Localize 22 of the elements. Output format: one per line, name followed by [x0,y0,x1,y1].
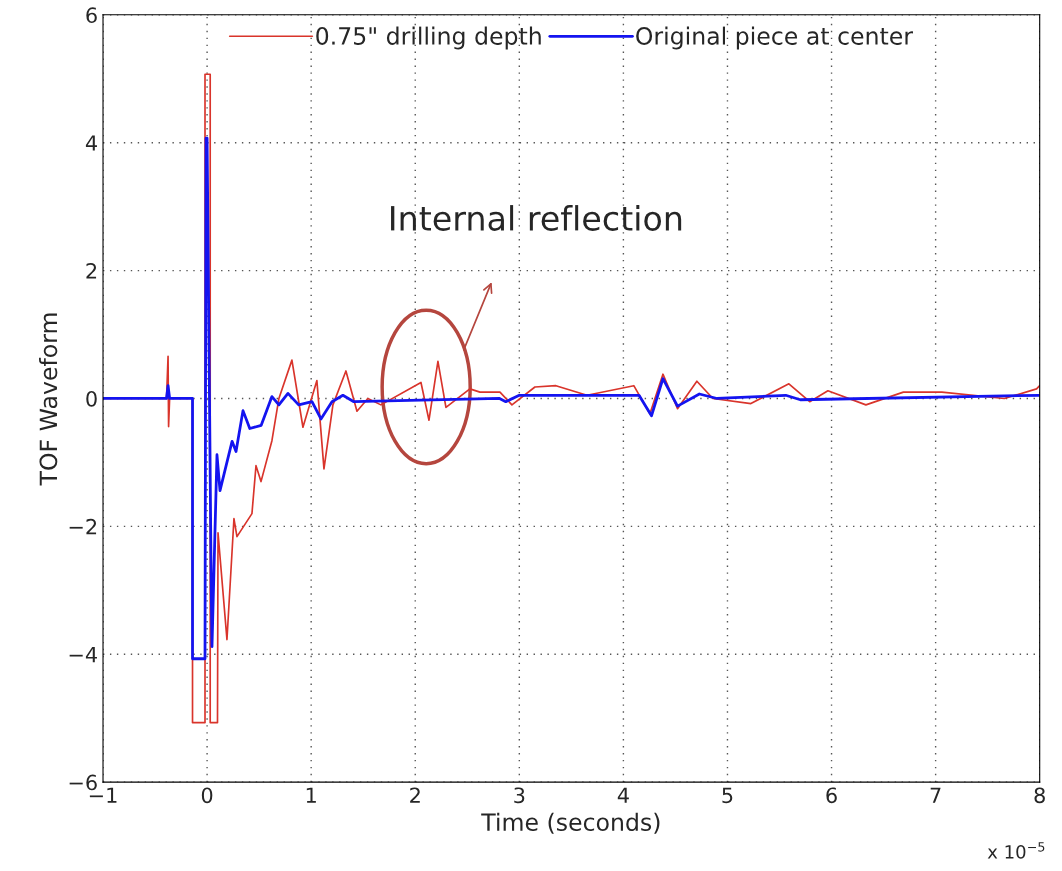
x-tick-label: 4 [617,787,629,803]
x-tick-label: 5 [722,787,733,804]
text: x 10$^{−5}$ [987,842,1045,859]
x-tick-label: 3 [514,787,525,804]
x-tick-label: 7 [930,787,941,803]
legend-label: Original piece at center [636,26,914,50]
x-tick-label: 6 [826,787,837,804]
y-tick-label: 6 [86,7,97,24]
x-tick-label: 8 [1034,787,1045,804]
y-tick-label: −4 [69,646,97,663]
y-tick-label: 2 [86,263,97,279]
x-axis-title: Time (seconds) [481,812,660,834]
annotation: Internal reflection [391,205,682,231]
y-axis-title: TOF Waveform [39,313,58,486]
line-series [103,136,1040,661]
x-tick-label: 2 [410,787,420,803]
x-tick-label: 0 [201,787,213,804]
y-tick-label: 0 [86,390,97,407]
y-tick-label: 4 [85,135,97,151]
legend-label: 0.75" drilling depth [316,26,541,50]
y-tick-label: −2 [69,518,97,535]
x-tick-label: 1 [306,787,316,803]
